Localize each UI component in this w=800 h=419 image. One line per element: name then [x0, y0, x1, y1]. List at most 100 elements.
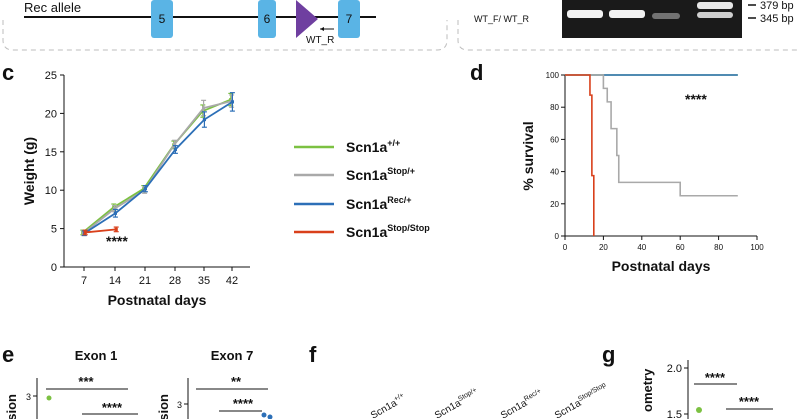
- band-label-large: 379 bp: [760, 0, 794, 12]
- weight-y-tick-label: 25: [45, 70, 57, 82]
- weight-point: [114, 227, 118, 231]
- survival-y-tick-label: 40: [550, 168, 559, 177]
- weight-x-tick-label: 35: [198, 275, 210, 287]
- weight-y-label: Weight (g): [21, 137, 37, 205]
- exon7-sig-1: **: [231, 374, 242, 389]
- exon7-data-point: [261, 412, 267, 418]
- survival-y-tick-label: 60: [550, 135, 559, 144]
- survival-x-tick-label: 40: [637, 243, 646, 252]
- genotype-column-labels: Scn1a+/+ Scn1aStop/+ Scn1aRec/+ Scn1aSto…: [369, 382, 610, 419]
- gel-band-lane3: [652, 13, 680, 19]
- weight-point: [202, 106, 206, 110]
- weight-chart: 0 5 10 15 20 25 7 14 21 28 35 42 Postnatal days We…: [21, 70, 250, 308]
- weight-point: [113, 207, 117, 211]
- panel-letter-f: f: [309, 342, 317, 367]
- legend-label: Scn1aStop/Stop: [346, 223, 430, 240]
- band-label-small: 345 bp: [760, 13, 794, 25]
- weight-y-tick-label: 0: [51, 262, 57, 274]
- survival-x-tick-label: 100: [750, 243, 764, 252]
- gel-band-lane2: [609, 10, 645, 18]
- column-label-stopstop: Scn1aStop/Stop: [553, 382, 610, 419]
- weight-significance: ****: [106, 233, 128, 249]
- exon1-sig-2: ****: [102, 400, 123, 415]
- exon1-title: Exon 1: [75, 348, 118, 363]
- exon7-y-tick-label: 3: [177, 400, 182, 410]
- survival-significance: ****: [685, 91, 707, 107]
- expression-panel: Exon 1 Exon 7 ssion ssion 3 *** **** 3 *…: [4, 348, 273, 419]
- exon7-data-point: [267, 414, 273, 419]
- weight-point: [230, 100, 234, 104]
- exon1-y-label-partial: ssion: [4, 394, 19, 419]
- gel-label: WT_F/ WT_R: [474, 14, 529, 24]
- exon-7-label: 7: [346, 12, 353, 26]
- legend-label: Scn1aStop/+: [346, 166, 415, 183]
- survival-x-label: Postnatal days: [612, 258, 711, 274]
- weight-series-rec: [81, 92, 235, 237]
- weight-point: [173, 142, 177, 146]
- panel-letter-g: g: [602, 342, 615, 367]
- exon7-title: Exon 7: [211, 348, 254, 363]
- survival-y-tick-label: 80: [550, 103, 559, 112]
- genotype-legend: Scn1a+/+ Scn1aStop/+ Scn1aRec/+ Scn1aStop/S…: [294, 138, 430, 240]
- survival-y-label: % survival: [520, 121, 536, 190]
- densitometry-sig-1: ****: [705, 370, 726, 385]
- weight-series-line: [83, 101, 233, 234]
- weight-point: [202, 117, 206, 122]
- survival-x-tick-label: 20: [599, 243, 608, 252]
- panel-letter-d: d: [470, 60, 483, 85]
- loxp-triangle-icon: [296, 0, 318, 38]
- weight-point: [83, 230, 87, 235]
- weight-series-line: [85, 228, 117, 234]
- weight-x-tick-label: 28: [169, 275, 181, 287]
- exon-7-box: [338, 0, 360, 38]
- exon1-sig-1: ***: [78, 374, 94, 389]
- column-label-stop: Scn1aStop/+: [433, 387, 481, 419]
- column-label-wt: Scn1a+/+: [369, 392, 408, 419]
- weight-point: [173, 147, 177, 152]
- exon1-y-tick-label: 3: [26, 392, 31, 402]
- survival-curve-stop: [565, 74, 738, 197]
- weight-series-line: [82, 98, 232, 234]
- weight-point: [113, 211, 117, 215]
- survival-y-tick-label: 100: [546, 71, 560, 80]
- gel-band-lane4-upper: [697, 2, 733, 9]
- dashed-box-right: [457, 20, 800, 51]
- exon7-sig-2: ****: [233, 396, 254, 411]
- exon-6-label: 6: [264, 12, 271, 26]
- legend-item-wt: Scn1a+/+: [294, 138, 400, 155]
- column-label-rec: Scn1aRec/+: [499, 388, 546, 419]
- survival-y-tick-label: 20: [550, 200, 559, 209]
- exon-6-box: [258, 0, 276, 38]
- gel-band-lane4-lower: [697, 12, 733, 18]
- densitometry-data-point: [696, 407, 702, 413]
- weight-point: [143, 187, 147, 191]
- weight-series-wt: [80, 92, 234, 236]
- weight-y-tick-label: 10: [45, 185, 57, 197]
- gel-panel: WT_F/ WT_R 379 bp 345 bp: [457, 0, 800, 51]
- primer-label: WT_R: [306, 35, 334, 46]
- exon-5-box: [151, 0, 173, 38]
- weight-y-tick-label: 15: [45, 147, 57, 159]
- densitometry-y-label-partial: ometry: [640, 368, 655, 412]
- densitometry-tick-label-2: 2.0: [667, 363, 682, 375]
- exon-5-label: 5: [159, 12, 166, 26]
- exon7-y-label-partial: ssion: [156, 394, 171, 419]
- weight-series-stopstop: [82, 226, 119, 236]
- primer-arrow-head-icon: [320, 27, 324, 31]
- panel-letter-c: c: [2, 60, 14, 85]
- survival-chart: 0 20 40 60 80 100 0 20 40 60 80 100 Postnatal days…: [520, 71, 764, 274]
- weight-y-tick-label: 20: [45, 108, 57, 120]
- survival-x-tick-label: 80: [714, 243, 723, 252]
- legend-label: Scn1a+/+: [346, 138, 400, 155]
- dashed-box-left: [2, 20, 448, 51]
- rec-allele-label: Rec allele: [24, 0, 81, 15]
- weight-y-tick-label: 5: [51, 224, 57, 236]
- gel-band-lane1: [567, 10, 603, 18]
- weight-x-tick-label: 42: [226, 275, 238, 287]
- panel-letter-e: e: [2, 342, 14, 367]
- legend-label: Scn1aRec/+: [346, 195, 412, 212]
- exon1-data-point: [46, 395, 52, 401]
- weight-x-tick-label: 7: [81, 275, 87, 287]
- densitometry-sig-2: ****: [739, 394, 760, 409]
